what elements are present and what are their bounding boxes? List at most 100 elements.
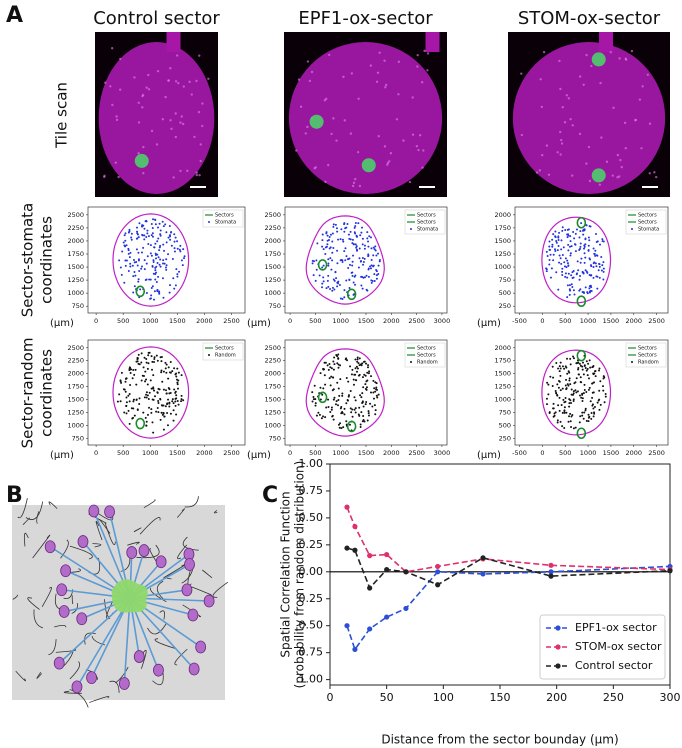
legend-label: Sectors xyxy=(638,346,657,352)
dot xyxy=(136,230,139,233)
dot xyxy=(181,264,184,267)
x-tick-label: 2000 xyxy=(625,317,642,325)
dot xyxy=(136,408,139,411)
dot xyxy=(146,383,149,386)
dot xyxy=(154,223,157,226)
texture xyxy=(174,112,177,115)
dot xyxy=(356,360,359,363)
dot xyxy=(332,225,335,228)
dot xyxy=(312,274,315,277)
dot xyxy=(151,398,154,401)
dot xyxy=(583,364,586,367)
dot xyxy=(573,243,576,246)
dot xyxy=(162,225,165,228)
point xyxy=(403,605,409,612)
legend-label: EPF1-ox sector xyxy=(575,621,657,634)
dot xyxy=(151,368,154,371)
texture xyxy=(598,183,602,186)
x-tick-label: 500 xyxy=(559,449,571,457)
dot xyxy=(572,399,575,402)
dot xyxy=(601,385,604,388)
dot xyxy=(146,232,149,235)
texture xyxy=(585,162,588,165)
cell-wall xyxy=(92,543,102,548)
stoma xyxy=(76,612,88,626)
dot xyxy=(324,253,327,256)
dot xyxy=(132,407,135,410)
leaf xyxy=(98,42,215,194)
dot xyxy=(349,238,352,241)
dot xyxy=(173,250,176,253)
texture xyxy=(538,169,542,172)
point xyxy=(367,553,373,559)
column-title: Control sector xyxy=(93,8,220,29)
dot xyxy=(322,276,325,279)
dot xyxy=(572,231,575,234)
y-tick-label: 250 xyxy=(499,302,511,310)
dot xyxy=(351,408,354,411)
dot xyxy=(357,266,360,269)
dot xyxy=(168,224,171,227)
dot xyxy=(587,236,590,239)
dot xyxy=(374,413,377,416)
dot xyxy=(321,286,324,289)
texture xyxy=(558,59,561,63)
dot xyxy=(324,383,327,386)
texture xyxy=(198,54,201,57)
dot xyxy=(570,388,573,391)
x-tick-label: -500 xyxy=(512,317,527,325)
texture xyxy=(417,148,420,152)
dot xyxy=(150,294,153,297)
dot xyxy=(158,290,161,293)
dot xyxy=(327,398,330,401)
cell-wall xyxy=(163,563,186,579)
dot xyxy=(145,361,148,364)
dot xyxy=(145,424,148,427)
dot xyxy=(318,413,321,416)
dot xyxy=(579,415,582,418)
dot xyxy=(603,401,606,404)
dot xyxy=(140,265,143,268)
dot xyxy=(588,359,591,362)
texture xyxy=(199,143,202,146)
texture xyxy=(641,85,644,88)
stoma xyxy=(60,564,72,578)
cell-wall xyxy=(23,532,29,547)
dot xyxy=(351,260,354,263)
y-tick-label: 2500 xyxy=(264,344,281,352)
column-title: STOM-ox-sector xyxy=(518,8,661,29)
dot xyxy=(351,264,354,267)
dot xyxy=(563,406,566,409)
dot xyxy=(151,235,154,238)
dot xyxy=(585,390,588,393)
dot xyxy=(145,378,148,381)
dot xyxy=(164,223,167,226)
texture xyxy=(207,77,210,81)
dot xyxy=(337,353,340,356)
x-tick-label: 2500 xyxy=(408,449,425,457)
stoma xyxy=(86,671,97,685)
x-tick-label: 0 xyxy=(327,691,334,704)
texture xyxy=(330,132,333,136)
y-tick-label: 1250 xyxy=(264,276,281,284)
sector-outline xyxy=(135,417,146,430)
dot xyxy=(145,393,148,396)
dot xyxy=(174,391,177,394)
texture xyxy=(314,166,317,169)
dot xyxy=(589,258,592,261)
cell-wall xyxy=(84,632,96,645)
dot xyxy=(346,359,349,362)
dot xyxy=(359,425,362,428)
y-tick-label: 1000 xyxy=(67,421,84,429)
dot xyxy=(570,402,573,405)
dot xyxy=(589,274,592,277)
scale-bar xyxy=(642,186,658,188)
dot xyxy=(576,272,579,275)
cell-wall xyxy=(140,650,147,669)
leaf-outline xyxy=(305,215,385,305)
dot xyxy=(566,236,569,239)
dot xyxy=(128,422,131,425)
texture xyxy=(542,50,546,54)
dot xyxy=(150,355,153,358)
dot xyxy=(588,239,591,242)
